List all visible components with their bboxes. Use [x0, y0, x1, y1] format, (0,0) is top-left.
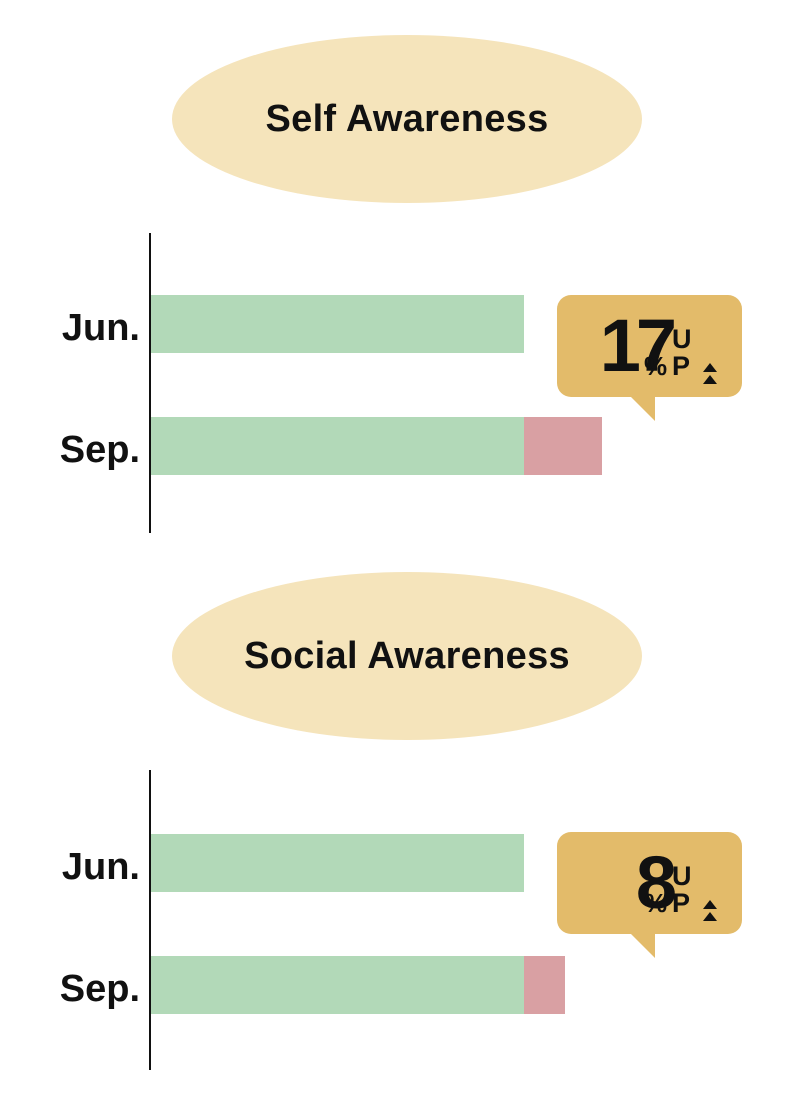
percent-sign: % — [644, 351, 668, 381]
increase-value: 8 — [635, 841, 677, 924]
increase-value: 17 — [599, 304, 677, 387]
up-label-p: P — [672, 351, 691, 381]
bar-sep-baseline — [151, 956, 524, 1014]
up-label-u: U — [672, 324, 692, 354]
category-label-sep: Sep. — [59, 429, 140, 471]
bar-jun-baseline — [151, 834, 524, 892]
category-label-sep: Sep. — [59, 968, 140, 1010]
title-oval: Self Awareness — [172, 35, 642, 203]
callout-tail — [629, 932, 655, 958]
up-label-p: P — [672, 888, 691, 918]
chart-title: Self Awareness — [265, 97, 549, 140]
category-label-jun: Jun. — [61, 307, 140, 349]
bar-jun-baseline — [151, 295, 524, 353]
callout-tail — [629, 395, 655, 421]
category-label-jun: Jun. — [61, 846, 140, 888]
chart-panel-self-awareness: Self Awareness Jun. Sep. 17 % U P — [0, 35, 800, 565]
bar-sep-increase — [524, 417, 603, 475]
y-axis-line — [149, 770, 151, 1070]
up-label-u: U — [672, 861, 692, 891]
chart-panel-social-awareness: Social Awareness Jun. Sep. 8 % U P — [0, 572, 800, 1102]
up-triangle-icon — [703, 900, 717, 921]
y-axis-line — [149, 233, 151, 533]
title-oval: Social Awareness — [172, 572, 642, 740]
percent-sign: % — [644, 888, 668, 918]
chart-title: Social Awareness — [244, 634, 570, 677]
up-triangle-icon — [703, 363, 717, 384]
bar-sep-increase — [524, 956, 566, 1014]
bar-sep-baseline — [151, 417, 524, 475]
